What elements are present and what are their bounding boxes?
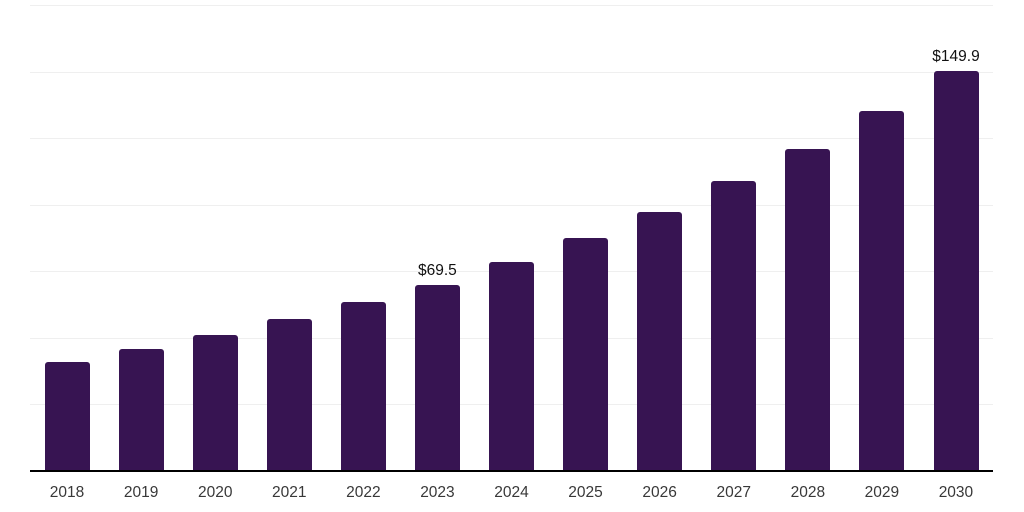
x-tick-label-2021: 2021 xyxy=(271,484,307,501)
gridline-y-125 xyxy=(30,138,993,139)
x-tick-label-2028: 2028 xyxy=(790,484,826,501)
x-tick-label-2027: 2027 xyxy=(716,484,751,501)
bar-2022 xyxy=(340,302,386,470)
x-tick-label-2023: 2023 xyxy=(420,484,455,501)
data-label-2030: $149.9 xyxy=(932,47,980,65)
data-label-2023: $69.5 xyxy=(417,261,457,279)
gridline-y-150 xyxy=(30,72,993,73)
x-tick-label-2029: 2029 xyxy=(864,484,900,501)
bar-2025 xyxy=(563,238,609,470)
bar-2030 xyxy=(933,70,979,470)
x-tick-label-2018: 2018 xyxy=(49,484,85,501)
bar-2020 xyxy=(192,334,238,470)
gridline-y-100 xyxy=(30,205,993,206)
bar-2019 xyxy=(118,348,164,470)
x-tick-label-2019: 2019 xyxy=(123,484,159,501)
x-tick-label-2020: 2020 xyxy=(197,484,233,501)
gridline-y-175 xyxy=(30,5,993,6)
bar-2023 xyxy=(414,284,460,470)
x-tick-label-2022: 2022 xyxy=(346,484,381,501)
bar-2018 xyxy=(44,361,90,470)
bar-2027 xyxy=(711,181,757,470)
x-tick-label-2025: 2025 xyxy=(568,484,603,501)
bar-2029 xyxy=(859,110,905,470)
bar-2021 xyxy=(266,318,312,470)
x-tick-label-2024: 2024 xyxy=(494,484,529,501)
x-axis-line xyxy=(30,470,993,472)
x-tick-label-2030: 2030 xyxy=(938,484,974,501)
x-tick-label-2026: 2026 xyxy=(642,484,677,501)
bar-2026 xyxy=(637,212,683,470)
bar-2028 xyxy=(785,148,831,470)
bar-2024 xyxy=(489,262,534,470)
